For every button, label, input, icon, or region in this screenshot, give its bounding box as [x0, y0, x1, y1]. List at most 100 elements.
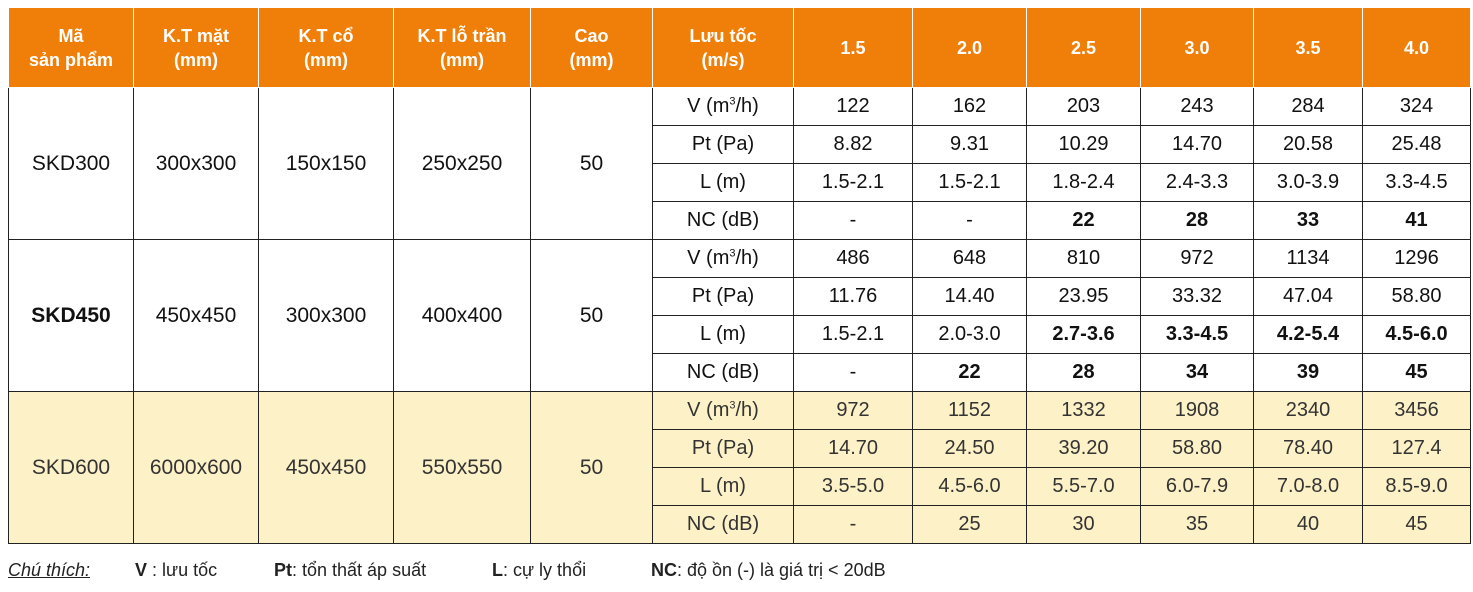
param-label: V (m3/h)	[652, 391, 794, 430]
value-cell: 810	[1026, 239, 1141, 278]
value-cell: -	[793, 353, 913, 392]
value-cell: 4.5-6.0	[1362, 315, 1471, 354]
value-cell: 11.76	[793, 277, 913, 316]
value-cell: 58.80	[1362, 277, 1471, 316]
column-header: K.T mặt (mm)	[133, 8, 259, 88]
table-row: NC (dB) -22 28 34 39 45	[9, 353, 1471, 392]
value-cell: 33.32	[1140, 277, 1254, 316]
face-size: 6000x600	[133, 391, 259, 544]
value-cell: 284	[1253, 87, 1363, 126]
value-cell: 10.29	[1026, 125, 1141, 164]
value-cell: 24.50	[912, 429, 1027, 468]
table-row: NC (dB) -25 30 35 40 45	[9, 505, 1471, 544]
column-header: 1.5	[793, 8, 913, 88]
value-cell: 1134	[1253, 239, 1363, 278]
column-header: K.T lỗ trần (mm)	[393, 8, 531, 88]
value-cell: 47.04	[1253, 277, 1363, 316]
value-cell: 30	[1026, 505, 1141, 544]
legend-nc: NC: độ ồn (-) là giá trị < 20dB	[651, 560, 886, 580]
value-cell: 1296	[1362, 239, 1471, 278]
value-cell: 122	[793, 87, 913, 126]
value-cell: 33	[1253, 201, 1363, 240]
value-cell: 1908	[1140, 391, 1254, 430]
value-cell: 3.5-5.0	[793, 467, 913, 506]
value-cell: -	[793, 201, 913, 240]
value-cell: 22	[912, 353, 1027, 392]
table-row: SKD600 6000x600 450x450 550x550 50 V (m3/h) 97…	[8, 391, 1471, 544]
value-cell: 972	[1140, 239, 1254, 278]
column-header: 2.5	[1026, 8, 1141, 88]
column-header: Cao (mm)	[530, 8, 653, 88]
column-header: Mã sản phẩm	[8, 8, 134, 88]
table-row: Pt (Pa) 14.70 24.50 39.20 58.80 78.40 127.4	[9, 429, 1471, 468]
table-row: SKD450 450x450 300x300 400x400 50 V (m3/h) 486…	[8, 239, 1471, 392]
value-cell: 25.48	[1362, 125, 1471, 164]
param-label: NC (dB)	[652, 353, 794, 392]
table-row: L (m) 1.5-2.1 2.0-3.0 2.7-3.6 3.3-4.5 4.2-5.4…	[9, 315, 1471, 354]
column-header: 2.0	[912, 8, 1027, 88]
value-cell: 1152	[912, 391, 1027, 430]
height: 50	[530, 87, 653, 240]
legend-title: Chú thích:	[8, 560, 91, 580]
value-cell: 14.70	[1140, 125, 1254, 164]
value-cell: 7.0-8.0	[1253, 467, 1363, 506]
value-cell: 34	[1140, 353, 1254, 392]
value-cell: 1332	[1026, 391, 1141, 430]
value-cell: -	[793, 505, 913, 544]
param-label: Pt (Pa)	[652, 277, 794, 316]
legend-pt: Pt: tổn thất áp suất	[274, 560, 427, 580]
ceiling-hole-size: 550x550	[393, 391, 531, 544]
value-cell: 78.40	[1253, 429, 1363, 468]
value-cell: 6.0-7.9	[1140, 467, 1254, 506]
value-cell: 22	[1026, 201, 1141, 240]
legend-l: L: cự ly thổi	[492, 560, 587, 580]
value-cell: 40	[1253, 505, 1363, 544]
value-cell: 3456	[1362, 391, 1471, 430]
value-cell: 648	[912, 239, 1027, 278]
column-header: 4.0	[1362, 8, 1471, 88]
value-cell: 1.8-2.4	[1026, 163, 1141, 202]
value-cell: 2.0-3.0	[912, 315, 1027, 354]
value-cell: 4.5-6.0	[912, 467, 1027, 506]
value-cell: 28	[1140, 201, 1254, 240]
table-row: Pt (Pa) 11.76 14.40 23.95 33.32 47.04 58.80	[9, 277, 1471, 316]
table-row: Pt (Pa) 8.82 9.31 10.29 14.70 20.58 25.48	[9, 125, 1471, 164]
value-cell: 486	[793, 239, 913, 278]
value-cell: 203	[1026, 87, 1141, 126]
value-cell: 1.5-2.1	[793, 315, 913, 354]
value-cell: 1.5-2.1	[793, 163, 913, 202]
param-label: V (m3/h)	[652, 239, 794, 278]
value-cell: 28	[1026, 353, 1141, 392]
value-cell: 14.40	[912, 277, 1027, 316]
table-row: NC (dB) - -22 28 33 41	[9, 201, 1471, 240]
value-cell: 41	[1362, 201, 1471, 240]
value-cell: -	[912, 201, 1027, 240]
value-cell: 9.31	[912, 125, 1027, 164]
ceiling-hole-size: 250x250	[393, 87, 531, 240]
value-cell: 39	[1253, 353, 1363, 392]
value-cell: 2.7-3.6	[1026, 315, 1141, 354]
product-code: SKD300	[8, 87, 134, 240]
column-header: K.T cổ (mm)	[258, 8, 394, 88]
ceiling-hole-size: 400x400	[393, 239, 531, 392]
product-spec-table: Mã sản phẩm K.T mặt (mm) K.T cổ (mm) K.T lỗ tr…	[8, 8, 1471, 544]
column-header: 3.0	[1140, 8, 1254, 88]
value-cell: 8.82	[793, 125, 913, 164]
face-size: 300x300	[133, 87, 259, 240]
value-cell: 45	[1362, 505, 1471, 544]
column-header: 3.5	[1253, 8, 1363, 88]
table-row: L (m) 3.5-5.0 4.5-6.0 5.5-7.0 6.0-7.9 7.0-8.0…	[9, 467, 1471, 506]
neck-size: 450x450	[258, 391, 394, 544]
height: 50	[530, 239, 653, 392]
value-cell: 4.2-5.4	[1253, 315, 1363, 354]
value-cell: 35	[1140, 505, 1254, 544]
value-cell: 39.20	[1026, 429, 1141, 468]
value-cell: 20.58	[1253, 125, 1363, 164]
column-header: Lưu tốc (m/s)	[652, 8, 794, 88]
param-label: Pt (Pa)	[652, 429, 794, 468]
product-code: SKD450	[8, 239, 134, 392]
value-cell: 25	[912, 505, 1027, 544]
face-size: 450x450	[133, 239, 259, 392]
value-cell: 162	[912, 87, 1027, 126]
legend-v: V : lưu tốc	[135, 560, 218, 580]
